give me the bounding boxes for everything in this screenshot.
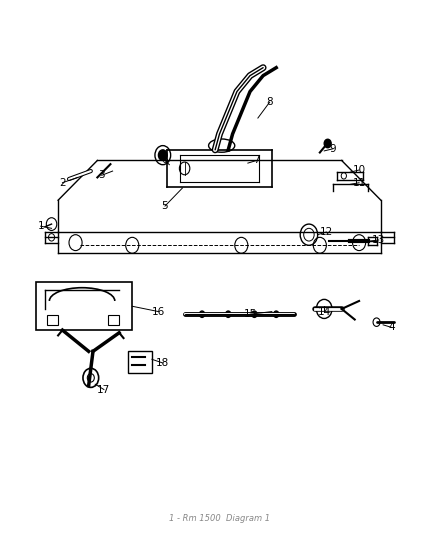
Text: 16: 16 xyxy=(152,306,165,317)
Text: 7: 7 xyxy=(253,156,259,165)
Circle shape xyxy=(158,150,167,160)
Text: 1: 1 xyxy=(37,221,44,231)
Circle shape xyxy=(251,311,256,317)
Text: 8: 8 xyxy=(266,97,272,107)
Text: 15: 15 xyxy=(243,309,256,319)
Bar xyxy=(108,316,119,325)
Text: 18: 18 xyxy=(156,358,169,368)
Text: 2: 2 xyxy=(59,177,66,188)
Text: 4: 4 xyxy=(388,322,394,333)
Text: 10: 10 xyxy=(352,165,365,175)
Text: 5: 5 xyxy=(161,201,168,211)
Text: 3: 3 xyxy=(98,171,105,180)
Text: 14: 14 xyxy=(317,306,330,317)
Bar xyxy=(47,316,58,325)
Text: 1 - Rm 1500  Diagram 1: 1 - Rm 1500 Diagram 1 xyxy=(169,514,269,523)
Text: 12: 12 xyxy=(319,227,332,237)
Circle shape xyxy=(323,139,330,148)
Circle shape xyxy=(225,311,230,317)
Circle shape xyxy=(273,311,278,317)
Text: 13: 13 xyxy=(371,235,385,245)
Text: 11: 11 xyxy=(352,177,365,188)
Bar xyxy=(127,351,152,373)
Text: 6: 6 xyxy=(161,156,168,165)
Circle shape xyxy=(199,311,204,317)
Bar xyxy=(36,282,132,330)
Text: 9: 9 xyxy=(329,144,336,154)
Text: 17: 17 xyxy=(97,384,110,394)
